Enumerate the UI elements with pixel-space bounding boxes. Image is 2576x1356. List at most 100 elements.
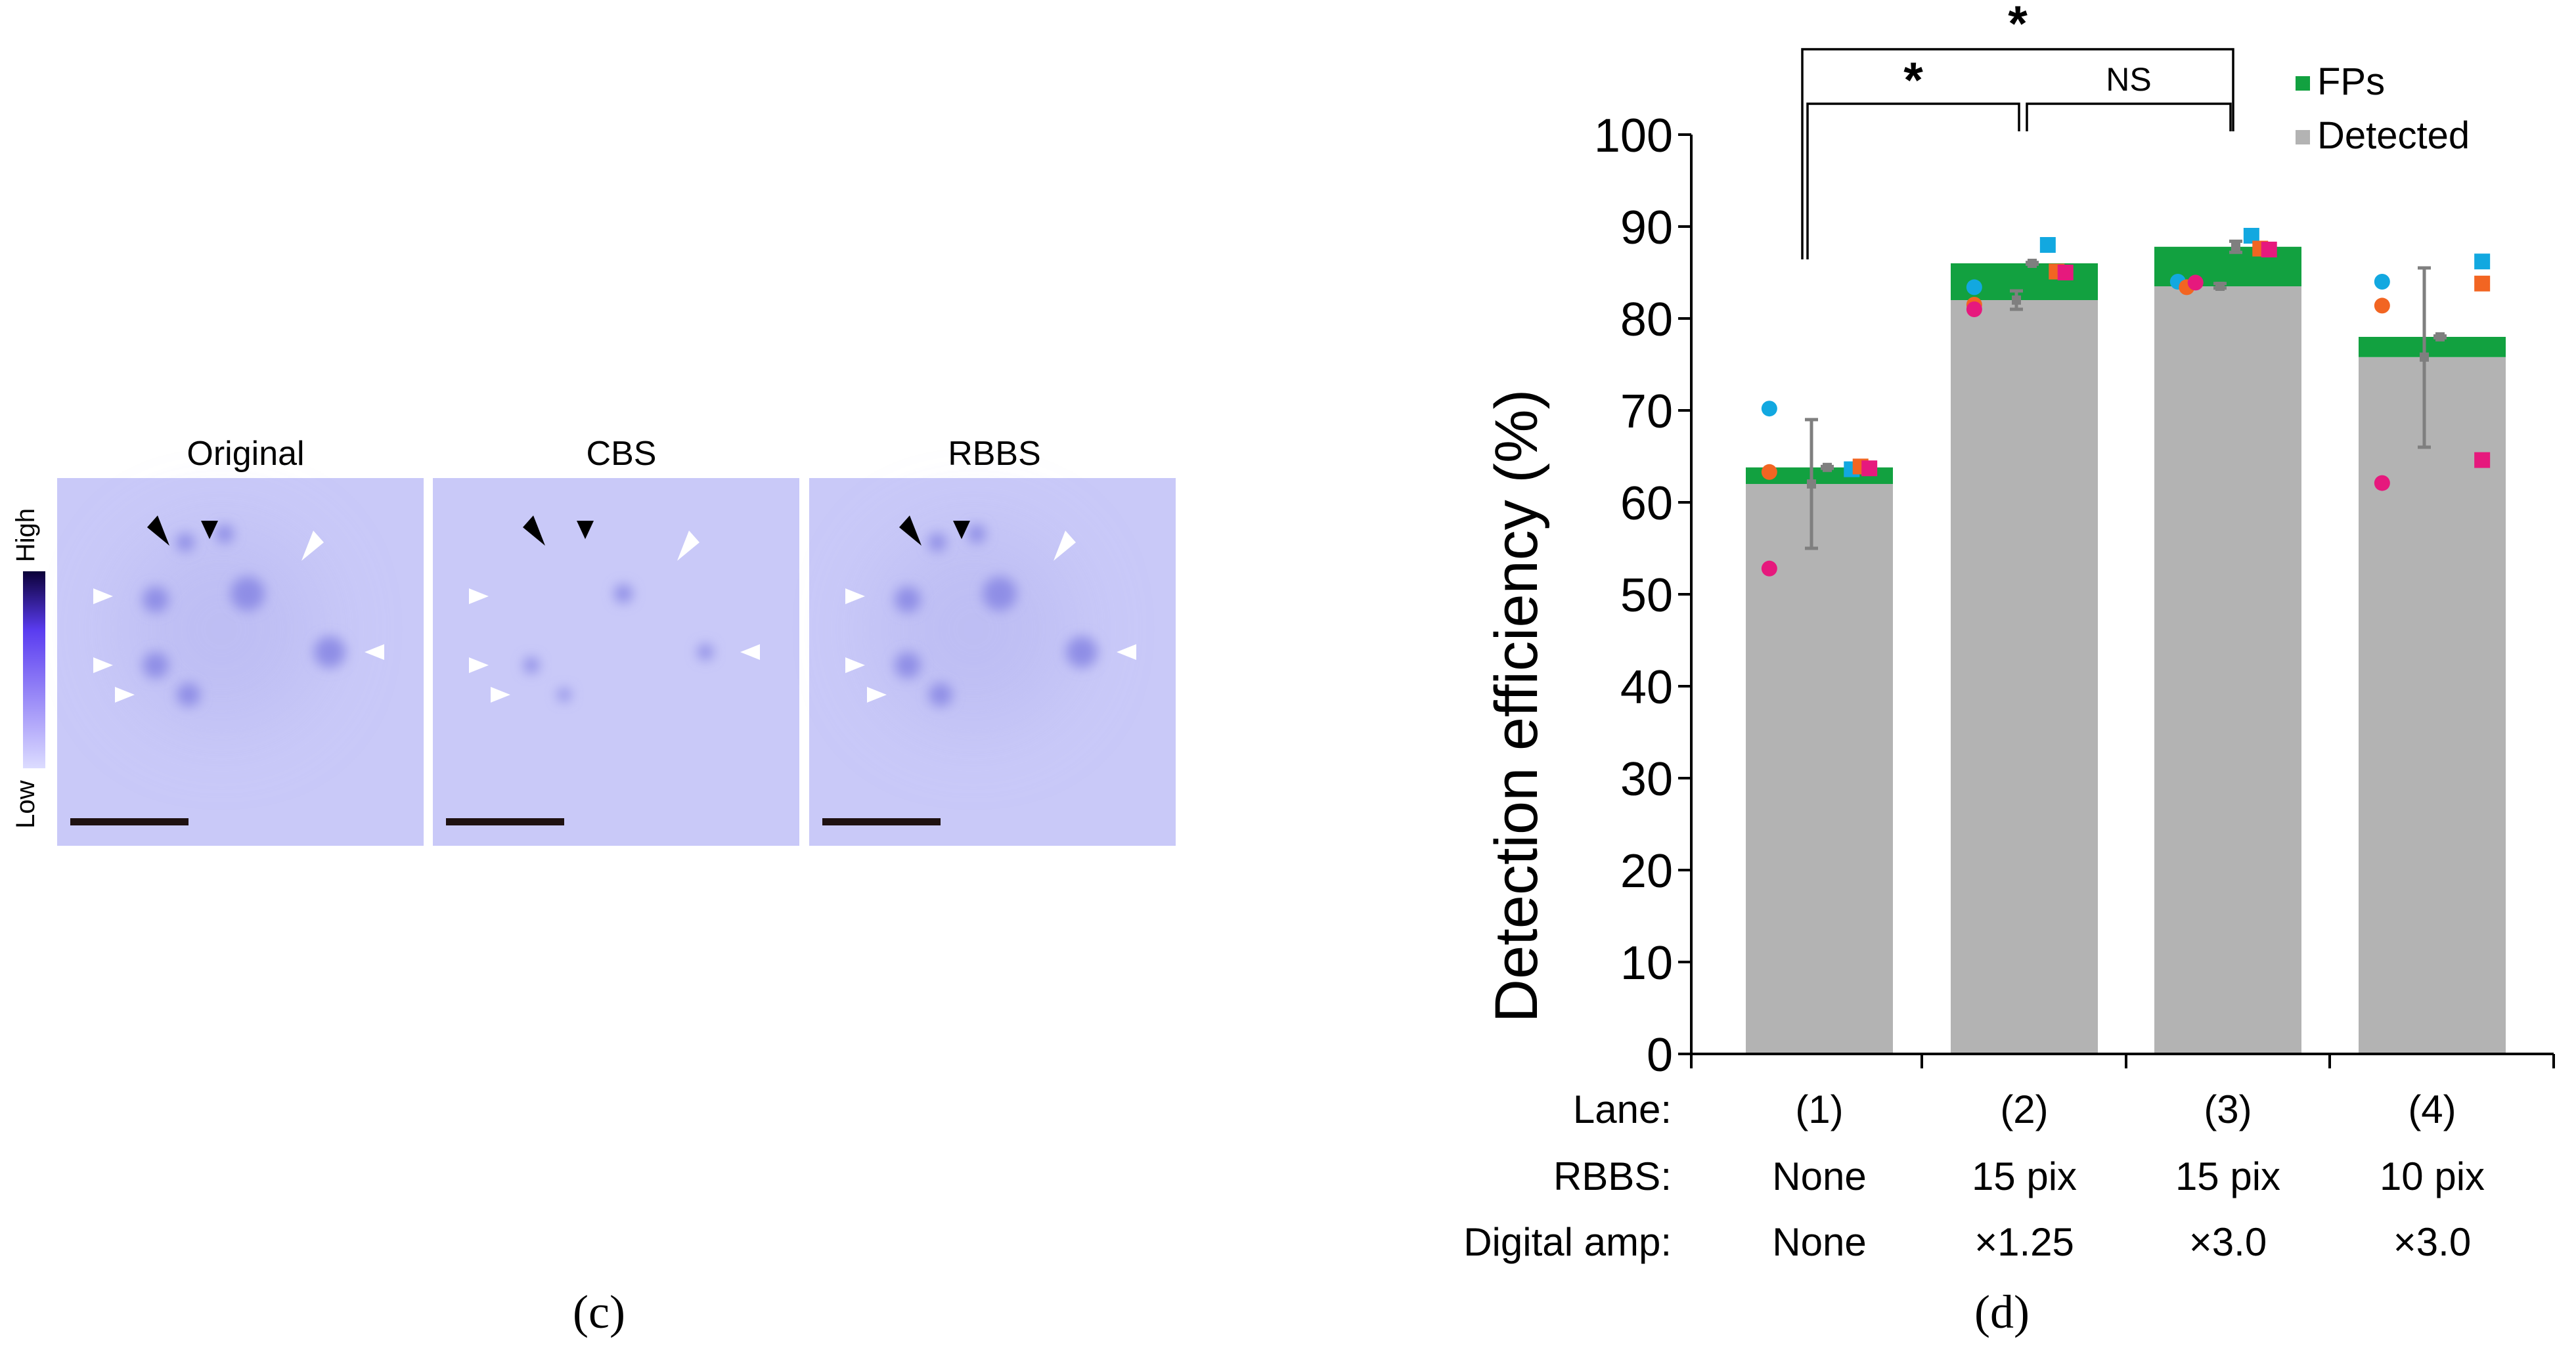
scale-bar <box>70 818 189 825</box>
image-title-rbbs: RBBS <box>948 435 1041 473</box>
bright-spot <box>929 683 952 707</box>
arrowhead-white <box>1054 531 1076 561</box>
scale-bar <box>446 818 564 825</box>
significance-label: * <box>2008 0 2028 52</box>
cell-lane: (3) <box>2204 1087 2252 1131</box>
arrowhead-black <box>953 521 970 539</box>
arrowhead-white <box>1117 644 1136 660</box>
bright-spot <box>698 644 713 660</box>
arrowhead-black <box>147 515 169 546</box>
arrowhead-white <box>301 531 324 561</box>
bright-spot <box>928 533 946 552</box>
image-title-cbs: CBS <box>587 435 657 473</box>
point-detected <box>1761 464 1777 480</box>
cell-lane: (4) <box>2408 1087 2456 1131</box>
cell-rbbs: 10 pix <box>2380 1154 2485 1198</box>
arrowhead-white <box>469 588 489 604</box>
y-tick-label: 20 <box>1620 845 1673 898</box>
image-content <box>822 515 1136 825</box>
point-detected <box>1966 279 1982 295</box>
bright-spot <box>523 657 539 673</box>
image-title-original: Original <box>187 435 304 473</box>
y-tick-label: 80 <box>1620 294 1673 346</box>
error-bar-detected-mean <box>2215 282 2225 291</box>
point-total <box>2474 452 2491 468</box>
arrowhead-white <box>677 531 700 561</box>
significance-bracket <box>1801 48 2234 259</box>
point-detected <box>1966 301 1982 317</box>
y-tick-label: 10 <box>1620 937 1673 990</box>
significance-bracket <box>1806 102 2020 259</box>
y-axis-label: Detection efficiency (%) <box>1483 389 1550 1023</box>
legend-label: Detected <box>2317 114 2470 157</box>
scale-bar <box>822 818 941 825</box>
bright-spot <box>231 577 265 611</box>
legend-swatch <box>2296 76 2310 91</box>
arrowhead-white <box>740 644 760 660</box>
point-detected <box>2187 274 2204 291</box>
cell-rbbs: 15 pix <box>2175 1154 2280 1198</box>
significance-bracket <box>2026 102 2232 131</box>
point-total <box>2474 275 2491 292</box>
legend-label: FPs <box>2317 60 2385 103</box>
panel-c: High Low Original CBS RBBS (c) <box>11 435 1176 1338</box>
cell-rbbs: None <box>1772 1154 1866 1198</box>
bar-detected <box>2154 286 2301 1054</box>
y-tick-label: 90 <box>1620 202 1673 254</box>
point-detected <box>2374 297 2390 314</box>
bright-spot <box>143 652 169 678</box>
cell-digital-amp: ×3.0 <box>2189 1220 2267 1264</box>
arrowhead-black <box>523 515 545 546</box>
row-label-digital-amp: Digital amp: <box>1463 1220 1672 1264</box>
arrowhead-white <box>93 588 113 604</box>
error-bar-detected-mean <box>2420 352 2429 362</box>
bright-spot <box>614 584 633 603</box>
bar-detected <box>2359 357 2506 1054</box>
arrowhead-white <box>845 588 865 604</box>
arrowhead-white <box>115 687 135 703</box>
bright-spot <box>558 688 571 701</box>
bright-spot <box>1066 636 1098 668</box>
image-background <box>433 478 799 846</box>
bright-spot <box>895 652 921 678</box>
bright-spot <box>967 525 986 543</box>
image-original <box>57 478 424 846</box>
bar-detected <box>1951 300 2098 1054</box>
bright-spot <box>215 525 234 543</box>
panel-d: 0 10 20 30 40 50 60 70 80 90 100 Detection efficie… <box>1463 0 2555 1338</box>
significance-label: * <box>1903 53 1923 108</box>
arrowhead-black <box>201 521 218 539</box>
panel-d-label: (d) <box>1974 1286 2030 1338</box>
y-tick-label: 50 <box>1620 569 1673 622</box>
arrowhead-white <box>365 644 384 660</box>
y-tick-label: 40 <box>1620 661 1673 714</box>
y-ticks: 0 10 20 30 40 50 60 70 80 90 100 <box>1594 110 1691 1082</box>
error-bar-detected-mean <box>1807 479 1816 489</box>
row-label-rbbs: RBBS: <box>1553 1154 1672 1198</box>
arrowhead-black <box>899 515 922 546</box>
point-total <box>2474 253 2491 270</box>
significance-brackets: * NS * <box>1801 0 2234 259</box>
bright-spot <box>176 533 194 552</box>
y-tick-label: 30 <box>1620 753 1673 806</box>
image-content <box>70 515 384 825</box>
point-detected <box>1761 401 1777 417</box>
point-total <box>2057 265 2074 280</box>
cell-digital-amp: ×3.0 <box>2393 1220 2471 1264</box>
data-points <box>1761 228 2491 577</box>
y-tick-label: 100 <box>1594 110 1673 162</box>
bright-spot <box>314 636 345 668</box>
panel-c-label: (c) <box>573 1286 625 1338</box>
point-detected <box>2374 274 2390 290</box>
error-bar-total-mean <box>1823 462 1832 472</box>
diffuse-glow <box>875 531 1072 728</box>
bars <box>1746 246 2506 1054</box>
cell-digital-amp: ×1.25 <box>1974 1220 2074 1264</box>
y-tick-label: 70 <box>1620 385 1673 438</box>
point-detected <box>2374 475 2390 491</box>
y-tick-label: 0 <box>1647 1029 1673 1082</box>
error-bar-total-mean <box>2231 242 2240 252</box>
legend-swatch <box>2296 130 2310 144</box>
colorbar-low-label: Low <box>11 780 40 828</box>
point-total <box>1861 460 1878 477</box>
